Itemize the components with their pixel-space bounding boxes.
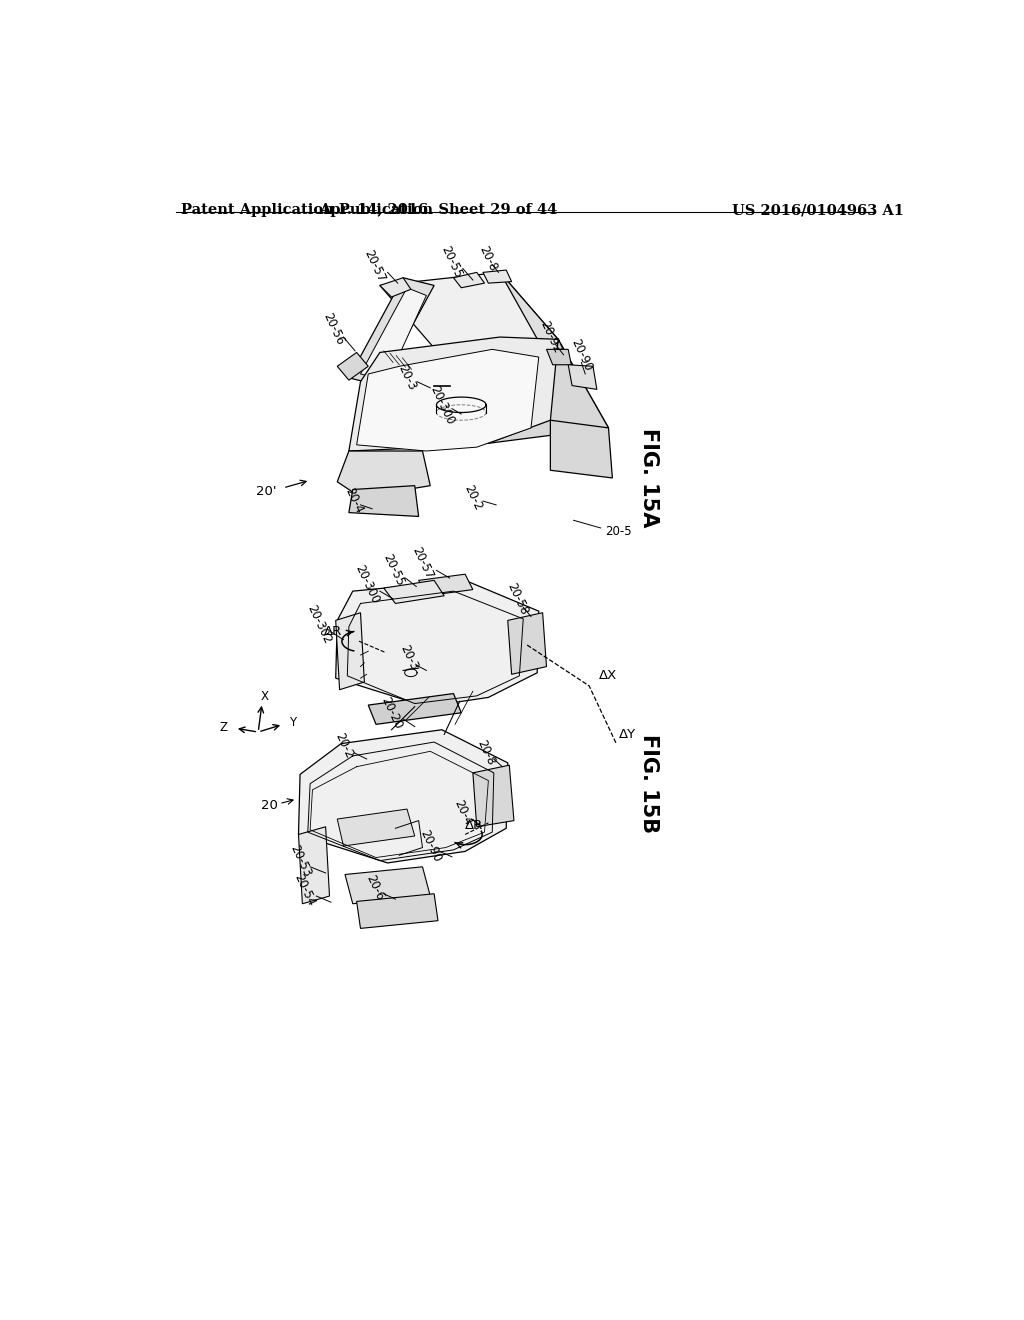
Text: 20': 20' — [256, 484, 276, 498]
Text: ΔR: ΔR — [465, 820, 483, 833]
Polygon shape — [337, 809, 415, 846]
Text: 20-57: 20-57 — [410, 544, 435, 581]
Text: Z: Z — [219, 721, 227, 734]
Polygon shape — [336, 612, 365, 689]
Polygon shape — [550, 420, 612, 478]
Text: Apr. 14, 2016  Sheet 29 of 44: Apr. 14, 2016 Sheet 29 of 44 — [318, 203, 557, 216]
Polygon shape — [508, 612, 547, 675]
Polygon shape — [349, 337, 558, 451]
Text: 20-4: 20-4 — [452, 799, 474, 828]
Text: 20-58: 20-58 — [504, 581, 530, 616]
Polygon shape — [299, 826, 330, 904]
Polygon shape — [337, 352, 369, 380]
Text: 20-300: 20-300 — [427, 383, 457, 426]
Text: 20-55: 20-55 — [380, 552, 407, 589]
Polygon shape — [438, 339, 608, 444]
Text: Y: Y — [289, 717, 296, 730]
Polygon shape — [500, 272, 608, 428]
Polygon shape — [336, 581, 539, 706]
Polygon shape — [454, 272, 484, 288]
Polygon shape — [337, 451, 430, 498]
Polygon shape — [547, 350, 571, 364]
Text: 20-2: 20-2 — [332, 731, 355, 760]
Text: 20-4: 20-4 — [343, 486, 366, 516]
Text: 20-3: 20-3 — [395, 363, 419, 392]
Polygon shape — [345, 867, 430, 904]
Text: 20-57: 20-57 — [361, 248, 387, 284]
Text: FIG. 15A: FIG. 15A — [639, 428, 658, 528]
Text: 20-92: 20-92 — [538, 318, 563, 355]
Polygon shape — [369, 693, 461, 725]
Text: 20-90: 20-90 — [568, 337, 595, 374]
Text: 20-54: 20-54 — [292, 871, 317, 908]
Text: 20-302: 20-302 — [305, 603, 334, 645]
Text: FIG. 15B: FIG. 15B — [639, 734, 658, 833]
Text: 20-56: 20-56 — [321, 312, 346, 347]
Text: 20-6: 20-6 — [362, 873, 386, 903]
Polygon shape — [349, 486, 419, 516]
Text: 20-8: 20-8 — [474, 738, 498, 768]
Polygon shape — [380, 277, 411, 297]
Text: US 2016/0104963 A1: US 2016/0104963 A1 — [732, 203, 904, 216]
Text: ΔX: ΔX — [599, 669, 617, 682]
Polygon shape — [356, 894, 438, 928]
Text: X: X — [260, 690, 268, 704]
Polygon shape — [349, 277, 434, 385]
Polygon shape — [384, 581, 444, 603]
Text: 20-300: 20-300 — [352, 562, 381, 606]
Text: 20-8: 20-8 — [477, 244, 500, 273]
Text: 20-90: 20-90 — [417, 828, 443, 865]
Text: 20-53: 20-53 — [287, 843, 313, 879]
Polygon shape — [483, 271, 512, 284]
Text: 20-20: 20-20 — [379, 694, 404, 731]
Polygon shape — [419, 574, 473, 595]
Polygon shape — [568, 364, 597, 389]
Text: ΔR: ΔR — [325, 626, 342, 639]
Polygon shape — [380, 272, 558, 352]
Text: Patent Application Publication: Patent Application Publication — [180, 203, 433, 216]
Text: 20-5: 20-5 — [604, 525, 631, 539]
Polygon shape — [299, 730, 508, 863]
Text: 20-55: 20-55 — [439, 244, 465, 281]
Polygon shape — [356, 350, 539, 451]
Text: ΔY: ΔY — [618, 727, 636, 741]
Text: 20-3: 20-3 — [397, 643, 420, 672]
Text: 20-2: 20-2 — [462, 482, 484, 512]
Polygon shape — [360, 288, 426, 380]
Polygon shape — [473, 766, 514, 826]
Text: 20: 20 — [261, 799, 278, 812]
